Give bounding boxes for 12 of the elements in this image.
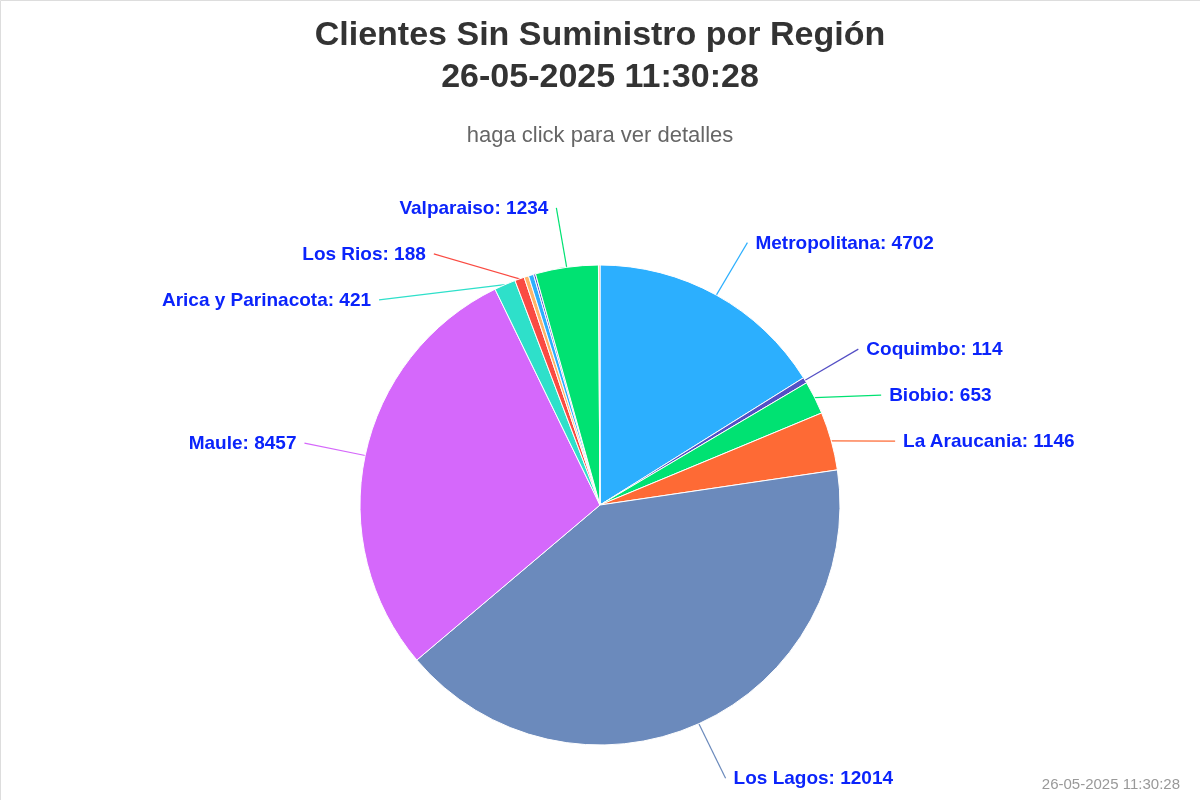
data-label: Biobio: 653 xyxy=(889,384,992,406)
data-label: Maule: 8457 xyxy=(188,432,297,454)
text: 26-05-2025 11:30:28 xyxy=(1041,775,1180,792)
data-label: La Araucania: 1146 xyxy=(903,430,1075,452)
chart-title: Clientes Sin Suministro por Región 26-05-2025 11:30:28 xyxy=(314,14,886,94)
data-label: Valparaiso: 1234 xyxy=(399,196,549,218)
data-label: Metropolitana: 4702 xyxy=(755,231,934,253)
data-label: Los Lagos: 12014 xyxy=(733,767,894,789)
data-label: Los Rios: 188 xyxy=(302,242,426,264)
data-label: Coquimbo: 114 xyxy=(866,338,1003,360)
chart-subtitle: haga click para ver detalles xyxy=(466,122,734,147)
data-label: Arica y Parinacota: 421 xyxy=(161,288,372,310)
